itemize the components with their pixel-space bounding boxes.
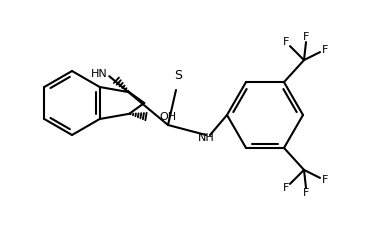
Text: S: S — [174, 69, 182, 82]
Text: HN: HN — [91, 69, 107, 79]
Text: NH: NH — [198, 133, 215, 143]
Text: F: F — [322, 175, 328, 185]
Text: F: F — [322, 45, 328, 55]
Text: F: F — [303, 32, 309, 42]
Text: F: F — [303, 188, 309, 198]
Text: F: F — [283, 183, 289, 193]
Text: OH: OH — [159, 112, 176, 122]
Text: F: F — [283, 37, 289, 47]
